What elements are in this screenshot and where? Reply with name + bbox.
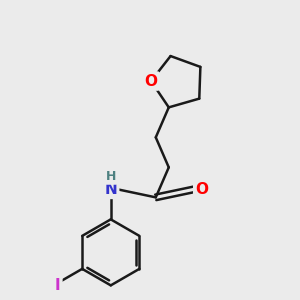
Text: O: O: [145, 74, 158, 88]
Text: H: H: [106, 170, 116, 183]
Text: O: O: [195, 182, 208, 197]
Text: I: I: [55, 278, 60, 293]
Text: N: N: [104, 182, 117, 197]
